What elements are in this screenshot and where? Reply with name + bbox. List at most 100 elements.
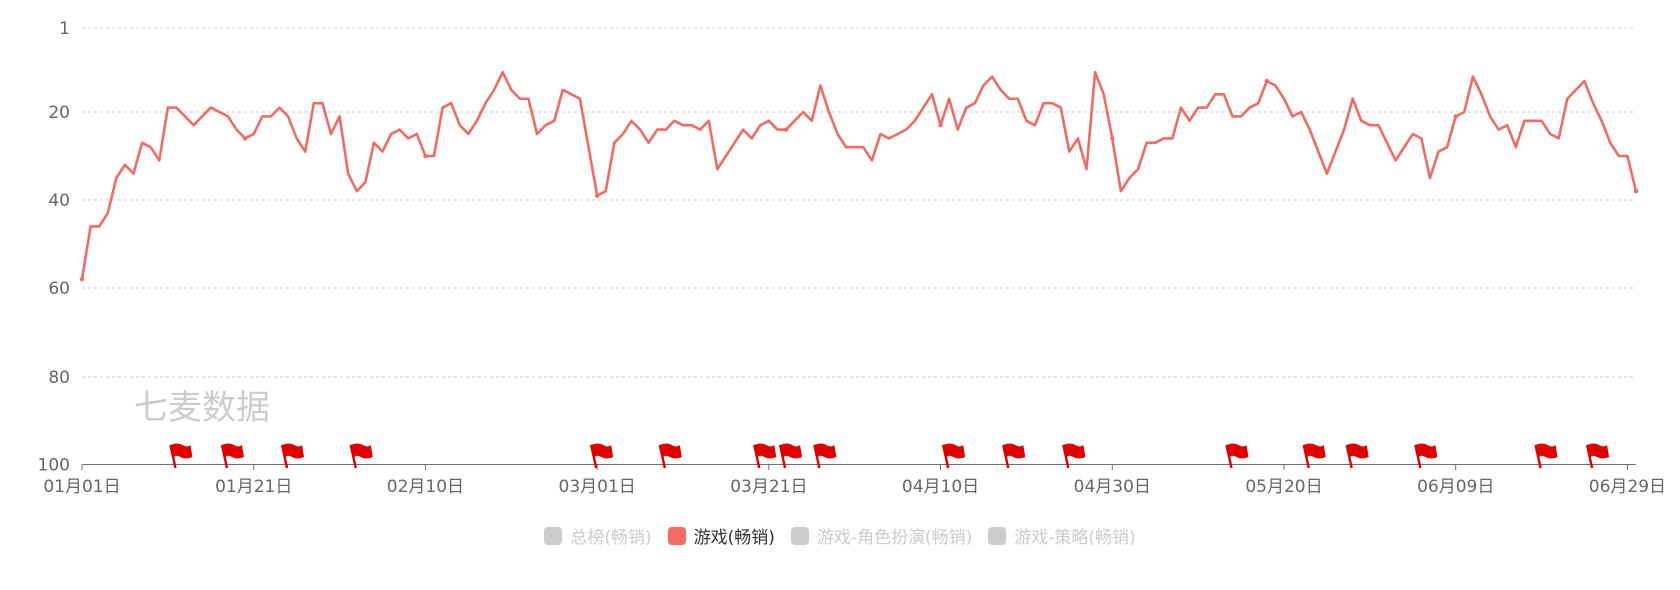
data-point[interactable] <box>466 132 470 136</box>
data-point[interactable] <box>552 119 556 123</box>
data-point[interactable] <box>938 123 943 128</box>
data-point[interactable] <box>269 114 273 118</box>
event-flag-icon[interactable] <box>280 443 305 469</box>
data-point[interactable] <box>535 132 539 136</box>
data-point[interactable] <box>758 123 762 127</box>
data-point[interactable] <box>114 176 118 180</box>
legend-item-strategy-grossing[interactable]: 游戏-策略(畅销) <box>988 523 1136 548</box>
data-point[interactable] <box>1462 110 1466 114</box>
data-point[interactable] <box>1127 176 1131 180</box>
legend-item-rpg-grossing[interactable]: 游戏-角色扮演(畅销) <box>790 523 972 548</box>
data-point[interactable] <box>1625 154 1629 158</box>
data-point[interactable] <box>956 127 960 131</box>
data-point[interactable] <box>1264 78 1270 84</box>
data-point[interactable] <box>612 141 616 145</box>
data-point[interactable] <box>1093 70 1097 74</box>
data-point[interactable] <box>1428 176 1432 180</box>
data-point[interactable] <box>1350 97 1354 101</box>
data-point[interactable] <box>629 119 633 123</box>
data-point[interactable] <box>1411 132 1415 136</box>
data-point[interactable] <box>1213 92 1217 96</box>
data-point[interactable] <box>1239 114 1243 118</box>
data-point[interactable] <box>1557 136 1561 140</box>
data-point[interactable] <box>1548 132 1552 136</box>
data-point[interactable] <box>689 123 693 127</box>
data-point[interactable] <box>1453 114 1458 119</box>
data-point[interactable] <box>1101 92 1105 96</box>
data-point[interactable] <box>1119 189 1123 193</box>
data-point[interactable] <box>389 132 393 136</box>
data-point[interactable] <box>578 97 582 101</box>
event-flag-icon[interactable] <box>813 443 837 469</box>
data-point[interactable] <box>1393 158 1397 162</box>
data-point[interactable] <box>715 167 719 171</box>
event-flag-icon[interactable] <box>1345 443 1369 469</box>
data-point[interactable] <box>1496 127 1500 131</box>
data-point[interactable] <box>844 145 848 149</box>
data-point[interactable] <box>1144 141 1148 145</box>
event-flag-icon[interactable] <box>778 443 803 469</box>
data-point[interactable] <box>1436 149 1440 153</box>
data-point[interactable] <box>337 114 341 118</box>
event-flag-icon[interactable] <box>1534 443 1558 469</box>
data-point[interactable] <box>1205 105 1209 109</box>
data-point[interactable] <box>973 101 977 105</box>
data-point[interactable] <box>1230 114 1234 118</box>
data-point[interactable] <box>1368 123 1372 127</box>
data-point[interactable] <box>260 114 264 118</box>
event-flag-icon[interactable] <box>1585 443 1610 469</box>
data-point[interactable] <box>749 136 753 140</box>
data-point[interactable] <box>1024 119 1028 123</box>
data-point[interactable] <box>166 105 170 109</box>
data-point[interactable] <box>501 70 505 74</box>
event-flag-icon[interactable] <box>753 443 777 469</box>
data-point[interactable] <box>449 101 453 105</box>
data-point[interactable] <box>1290 114 1294 118</box>
data-point[interactable] <box>1565 97 1569 101</box>
data-point[interactable] <box>123 163 127 167</box>
data-point[interactable] <box>853 145 857 149</box>
data-point[interactable] <box>372 141 376 145</box>
data-point[interactable] <box>432 154 436 158</box>
data-point[interactable] <box>878 132 882 136</box>
data-point[interactable] <box>707 119 711 123</box>
data-point[interactable] <box>792 119 796 123</box>
data-point[interactable] <box>518 97 522 101</box>
data-point[interactable] <box>97 224 101 228</box>
data-point[interactable] <box>621 132 625 136</box>
data-point[interactable] <box>1067 149 1071 153</box>
data-point[interactable] <box>801 110 805 114</box>
data-point[interactable] <box>1153 141 1157 145</box>
event-flag-icon[interactable] <box>941 443 966 469</box>
data-point[interactable] <box>921 105 925 109</box>
legend-item-total-grossing[interactable]: 总榜(畅销) <box>544 523 652 548</box>
data-point[interactable] <box>1325 171 1329 175</box>
event-flag-icon[interactable] <box>1302 443 1326 469</box>
data-point[interactable] <box>861 145 865 149</box>
data-point[interactable] <box>810 119 814 123</box>
data-point[interactable] <box>783 127 789 132</box>
data-point[interactable] <box>1479 92 1483 96</box>
event-flags[interactable] <box>169 443 1610 469</box>
event-flag-icon[interactable] <box>1062 443 1086 469</box>
data-point[interactable] <box>174 105 178 109</box>
data-point[interactable] <box>594 193 600 198</box>
data-point[interactable] <box>1041 101 1045 105</box>
data-point[interactable] <box>329 132 333 136</box>
data-point[interactable] <box>1582 79 1586 83</box>
data-point[interactable] <box>226 114 230 118</box>
data-point[interactable] <box>835 132 839 136</box>
data-point[interactable] <box>1505 123 1509 127</box>
event-flag-icon[interactable] <box>220 443 244 469</box>
data-point[interactable] <box>646 141 650 145</box>
data-point[interactable] <box>732 141 736 145</box>
series-points[interactable] <box>79 70 1639 282</box>
data-point[interactable] <box>1110 136 1115 141</box>
data-point[interactable] <box>312 101 316 105</box>
data-point[interactable] <box>252 132 256 136</box>
data-point[interactable] <box>1299 110 1303 114</box>
event-flag-icon[interactable] <box>1225 443 1249 469</box>
data-point[interactable] <box>1007 97 1011 101</box>
data-point[interactable] <box>1016 97 1020 101</box>
data-point[interactable] <box>242 136 248 141</box>
